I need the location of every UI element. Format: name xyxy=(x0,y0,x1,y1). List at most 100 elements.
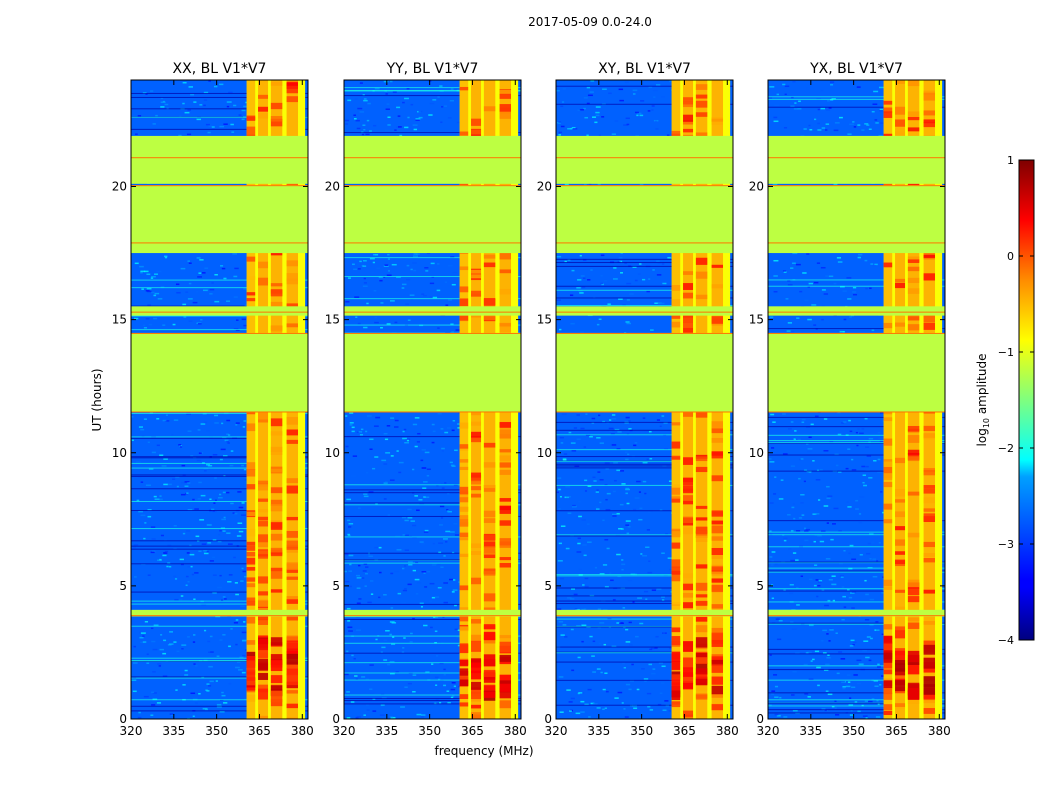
noise-speckle xyxy=(877,471,882,474)
noise-speckle xyxy=(235,643,238,646)
rfi-blob xyxy=(471,577,482,585)
rfi-blob xyxy=(895,282,906,289)
figure-suptitle: 2017-05-09 0.0-24.0 xyxy=(528,15,652,29)
flag-edge xyxy=(131,332,308,334)
noise-speckle xyxy=(869,598,875,601)
rfi-blob xyxy=(671,599,681,605)
noise-speckle xyxy=(769,461,775,463)
noise-speckle xyxy=(160,97,164,100)
noise-speckle xyxy=(355,574,360,577)
noise-speckle xyxy=(875,621,879,623)
rfi-blob xyxy=(286,96,299,103)
noise-speckle xyxy=(833,129,839,132)
noise-streak xyxy=(344,515,521,517)
noise-speckle xyxy=(344,570,348,573)
rfi-blob xyxy=(683,495,694,501)
noise-speckle xyxy=(406,439,410,442)
noise-speckle xyxy=(626,282,632,285)
flag-edge xyxy=(556,411,733,413)
noise-speckle xyxy=(398,471,402,474)
noise-speckle xyxy=(378,276,384,279)
noise-speckle xyxy=(807,318,812,321)
rfi-blob xyxy=(483,535,496,541)
noise-speckle xyxy=(370,593,374,595)
noise-speckle xyxy=(385,108,390,110)
noise-speckle xyxy=(823,505,829,507)
noise-streak xyxy=(768,96,945,98)
noise-speckle xyxy=(874,685,879,687)
rfi-blob xyxy=(246,256,256,262)
noise-streak xyxy=(344,694,521,696)
noise-speckle xyxy=(826,522,829,524)
noise-speckle xyxy=(868,437,874,440)
noise-speckle xyxy=(169,631,173,633)
noise-speckle xyxy=(221,422,224,425)
noise-speckle xyxy=(418,110,423,113)
noise-speckle xyxy=(842,290,847,292)
noise-speckle xyxy=(357,107,363,110)
noise-speckle xyxy=(362,94,365,96)
noise-speckle xyxy=(827,654,830,656)
noise-speckle xyxy=(394,321,398,324)
noise-speckle xyxy=(374,456,379,458)
noise-speckle xyxy=(618,257,623,259)
noise-speckle xyxy=(218,533,221,536)
rfi-blob xyxy=(907,491,920,496)
noise-speckle xyxy=(203,470,207,472)
noise-speckle xyxy=(145,318,150,320)
noise-speckle xyxy=(559,436,564,439)
rfi-blob xyxy=(286,182,299,187)
noise-speckle xyxy=(619,260,623,263)
noise-speckle xyxy=(344,119,350,122)
noise-speckle xyxy=(841,422,844,424)
noise-speckle xyxy=(358,564,361,567)
rfi-blob xyxy=(683,457,694,465)
colorbar-label: log10 amplitude xyxy=(975,354,991,447)
noise-speckle xyxy=(778,619,783,622)
rfi-blob xyxy=(883,438,893,446)
bright-event xyxy=(883,643,893,652)
noise-speckle xyxy=(772,421,776,423)
noise-speckle xyxy=(813,281,819,284)
noise-speckle xyxy=(187,565,193,568)
noise-speckle xyxy=(567,127,573,130)
noise-speckle xyxy=(443,668,446,671)
noise-speckle xyxy=(580,427,585,430)
bright-event xyxy=(483,669,496,677)
noise-speckle xyxy=(782,83,786,86)
noise-speckle xyxy=(383,433,388,435)
noise-speckle xyxy=(407,583,412,586)
noise-speckle xyxy=(594,566,598,569)
noise-streak xyxy=(556,534,733,536)
noise-speckle xyxy=(214,422,219,424)
noise-speckle xyxy=(211,282,214,284)
noise-streak xyxy=(131,467,308,469)
noise-speckle xyxy=(160,106,165,108)
rfi-blob xyxy=(883,481,893,488)
noise-speckle xyxy=(384,481,388,484)
noise-speckle xyxy=(597,471,601,473)
rfi-blob xyxy=(711,421,724,428)
noise-speckle xyxy=(655,128,659,130)
noise-speckle xyxy=(230,502,234,505)
noise-streak xyxy=(768,590,945,592)
noise-speckle xyxy=(866,636,871,638)
x-axis-label: frequency (MHz) xyxy=(434,744,533,758)
rfi-blob xyxy=(483,541,496,548)
rfi-blob xyxy=(895,127,906,136)
noise-speckle xyxy=(345,513,349,515)
noise-speckle xyxy=(852,293,858,296)
noise-speckle xyxy=(238,114,242,116)
noise-speckle xyxy=(825,558,831,560)
noise-speckle xyxy=(807,696,811,698)
rfi-blob xyxy=(459,553,469,557)
noise-speckle xyxy=(774,713,779,716)
rfi-blob xyxy=(695,294,708,300)
noise-speckle xyxy=(831,98,836,100)
noise-speckle xyxy=(861,129,865,131)
noise-speckle xyxy=(165,414,168,416)
noise-speckle xyxy=(798,517,803,519)
noise-speckle xyxy=(558,542,562,545)
rfi-blob xyxy=(671,495,681,499)
rfi-blob xyxy=(883,315,893,323)
